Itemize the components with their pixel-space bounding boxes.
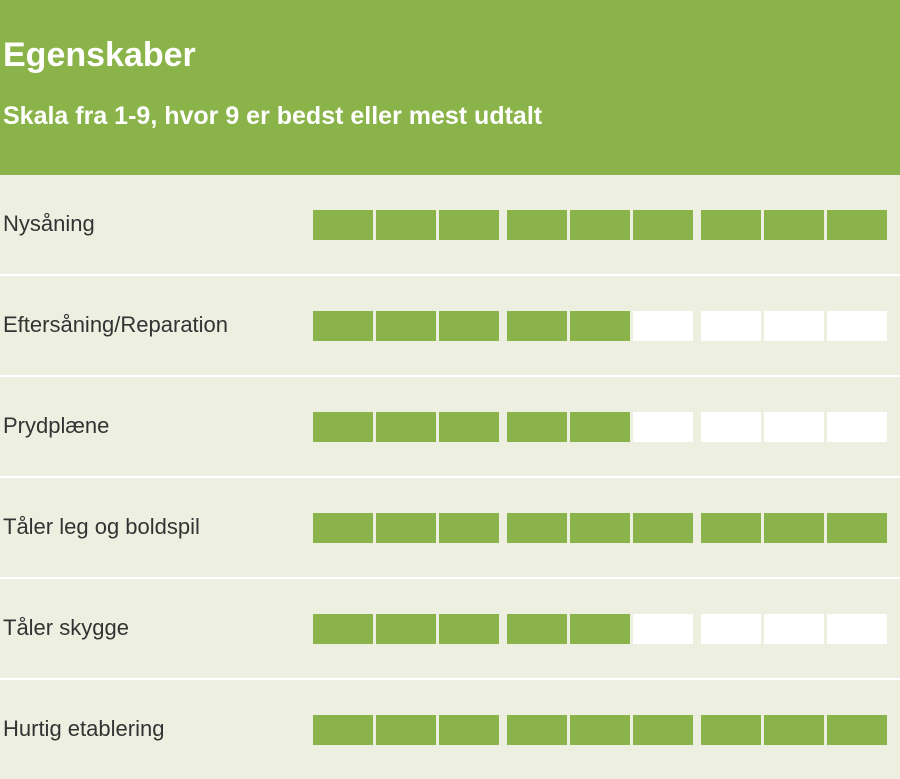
title: Egenskaber bbox=[3, 36, 196, 74]
rating-label: Hurtig etablering bbox=[3, 716, 165, 741]
rating-cell-filled bbox=[764, 513, 824, 543]
subtitle: Skala fra 1-9, hvor 9 er bedst eller mes… bbox=[3, 102, 543, 130]
rating-cell-empty bbox=[701, 412, 761, 442]
rating-label: Tåler leg og boldspil bbox=[3, 514, 200, 539]
rating-cell-filled bbox=[313, 412, 373, 442]
rating-cell-filled bbox=[764, 210, 824, 240]
rating-cell-filled bbox=[313, 715, 373, 745]
rating-cell-empty bbox=[827, 311, 887, 341]
header: Egenskaber Skala fra 1-9, hvor 9 er beds… bbox=[0, 0, 900, 175]
rating-cell-filled bbox=[633, 715, 693, 745]
rating-label: Prydplæne bbox=[3, 413, 110, 438]
rating-cell-empty bbox=[633, 311, 693, 341]
rating-label: Tåler skygge bbox=[3, 615, 129, 640]
rating-cell-filled bbox=[439, 412, 499, 442]
rating-row: Tåler skygge bbox=[0, 579, 900, 680]
rating-cell-filled bbox=[507, 311, 567, 341]
rating-row: Hurtig etablering bbox=[0, 680, 900, 779]
rating-cell-filled bbox=[827, 715, 887, 745]
rating-row: Eftersåning/Reparation bbox=[0, 276, 900, 377]
rating-cell-filled bbox=[507, 614, 567, 644]
rating-cell-filled bbox=[376, 210, 436, 240]
rating-cell-empty bbox=[764, 412, 824, 442]
rating-cell-filled bbox=[701, 513, 761, 543]
rating-list: Nysåning Eftersåning/Reparation Prydplæne T… bbox=[0, 175, 900, 779]
rating-cell-filled bbox=[701, 210, 761, 240]
rating-cell-filled bbox=[570, 210, 630, 240]
rating-cell-filled bbox=[570, 715, 630, 745]
rating-cell-filled bbox=[439, 513, 499, 543]
rating-cell-filled bbox=[439, 715, 499, 745]
rating-cell-filled bbox=[313, 614, 373, 644]
rating-cell-empty bbox=[827, 412, 887, 442]
rating-cell-empty bbox=[827, 614, 887, 644]
rating-cell-filled bbox=[570, 513, 630, 543]
rating-cell-filled bbox=[633, 513, 693, 543]
rating-cell-filled bbox=[507, 210, 567, 240]
rating-row: Prydplæne bbox=[0, 377, 900, 478]
rating-row: Nysåning bbox=[0, 175, 900, 276]
rating-cell-filled bbox=[827, 513, 887, 543]
rating-cell-empty bbox=[701, 614, 761, 644]
rating-cell-empty bbox=[764, 614, 824, 644]
rating-cell-filled bbox=[376, 311, 436, 341]
rating-cell-filled bbox=[827, 210, 887, 240]
rating-cell-empty bbox=[633, 614, 693, 644]
rating-label: Eftersåning/Reparation bbox=[3, 312, 229, 337]
rating-cell-filled bbox=[376, 614, 436, 644]
rating-label: Nysåning bbox=[3, 211, 95, 236]
rating-cell-filled bbox=[376, 412, 436, 442]
rating-cell-filled bbox=[633, 210, 693, 240]
rating-cell-filled bbox=[313, 311, 373, 341]
rating-cell-filled bbox=[570, 311, 630, 341]
rating-cell-filled bbox=[701, 715, 761, 745]
rating-cell-filled bbox=[376, 513, 436, 543]
rating-cell-empty bbox=[764, 311, 824, 341]
rating-cell-filled bbox=[507, 412, 567, 442]
rating-cell-filled bbox=[507, 715, 567, 745]
rating-cell-filled bbox=[764, 715, 824, 745]
rating-cell-filled bbox=[313, 210, 373, 240]
page: Egenskaber Skala fra 1-9, hvor 9 er beds… bbox=[0, 0, 900, 745]
rating-cell-filled bbox=[507, 513, 567, 543]
rating-cell-filled bbox=[313, 513, 373, 543]
rating-cell-empty bbox=[633, 412, 693, 442]
rating-cell-filled bbox=[439, 614, 499, 644]
rating-cell-filled bbox=[439, 311, 499, 341]
rating-cell-filled bbox=[570, 412, 630, 442]
rating-row: Tåler leg og boldspil bbox=[0, 478, 900, 579]
rating-cell-filled bbox=[376, 715, 436, 745]
rating-cell-empty bbox=[701, 311, 761, 341]
rating-cell-filled bbox=[570, 614, 630, 644]
rating-cell-filled bbox=[439, 210, 499, 240]
